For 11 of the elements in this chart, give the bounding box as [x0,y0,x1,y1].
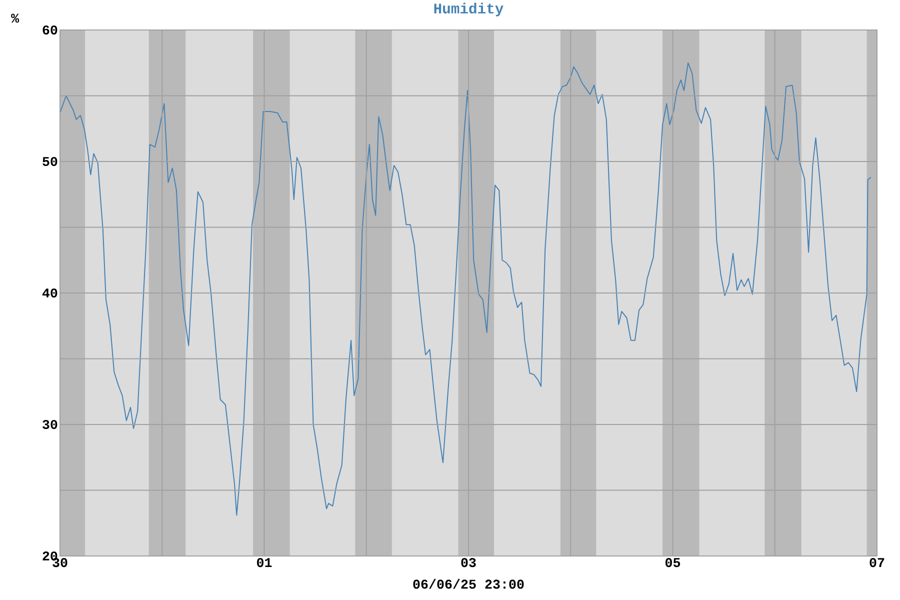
chart-title: Humidity [434,2,504,16]
x-tick-label: 03 [461,558,476,568]
y-axis-title: % [11,14,20,23]
x-tick-label: 07 [870,558,884,568]
y-tick-label: 50 [42,156,58,166]
y-tick-label: 30 [42,420,58,430]
x-axis-title: 06/06/25 23:00 [413,578,524,589]
x-tick-label: 01 [257,558,272,568]
x-tick-label: 05 [666,558,680,568]
y-tick-label: 40 [42,288,58,298]
y-tick-label: 60 [42,25,58,35]
